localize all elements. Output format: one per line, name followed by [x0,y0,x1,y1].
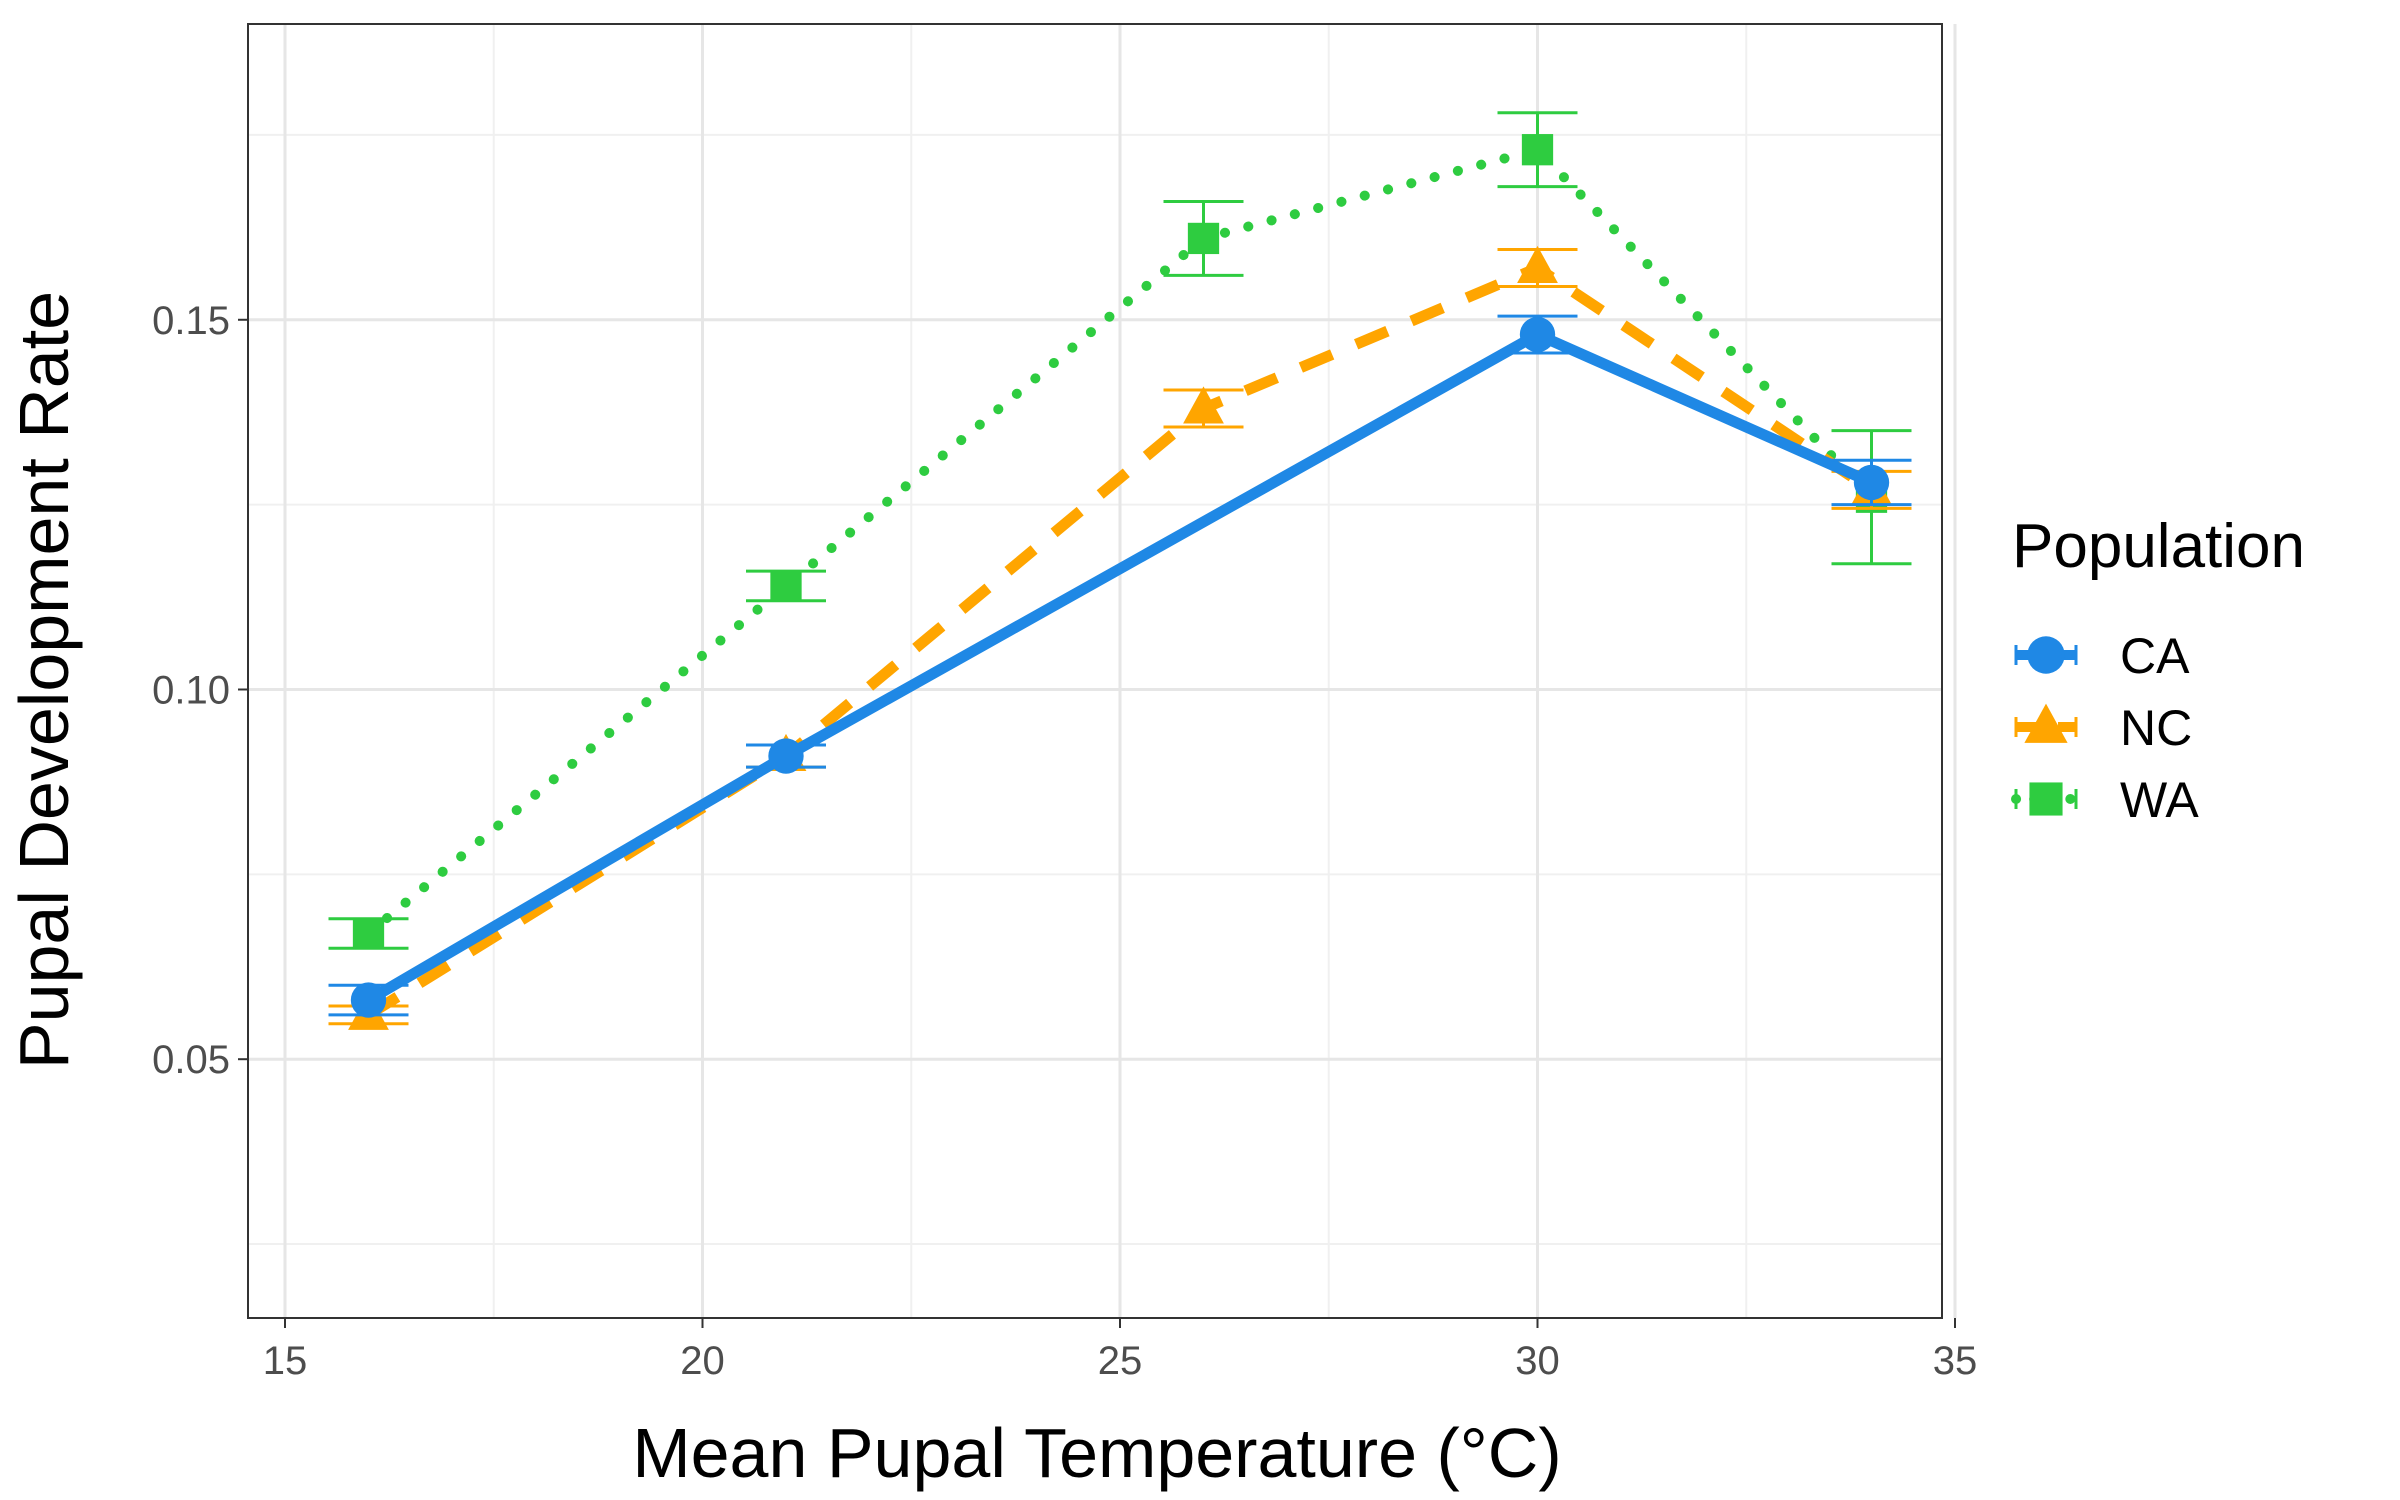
data-point-nc [1183,386,1224,424]
legend-key-marker [2024,703,2068,743]
legend-item-wa: WA [2011,772,2199,828]
legend-item-ca: CA [2014,628,2190,684]
series-line-ca [365,329,1874,1005]
legend-label: WA [2120,772,2199,828]
data-point-wa [1521,134,1554,166]
data-point-ca [1519,316,1556,353]
grid-lines [248,24,1957,1318]
x-axis-title: Mean Pupal Temperature (°C) [632,1414,1561,1492]
data-point-wa [352,917,385,950]
axes: 15 20 25 30 35 0.05 0.10 0.15 [152,299,1977,1383]
x-tick-label: 15 [263,1339,308,1383]
plot-panel-border [247,23,1943,1319]
legend-key-marker [2029,782,2063,816]
data-point-wa [1187,222,1220,255]
data-series [328,111,1912,1030]
legend-label: CA [2120,628,2190,684]
legend-item-nc: NC [2014,700,2192,756]
x-tick-label: 20 [680,1339,725,1383]
y-tick-label: 0.05 [152,1038,230,1082]
data-point-ca [350,982,387,1018]
series-wa [328,111,1912,950]
data-point-wa [770,570,802,602]
series-ca [328,314,1912,1018]
legend-title: Population [2012,512,2305,581]
y-axis-title: Pupal Development Rate [5,291,83,1069]
y-tick-label: 0.10 [152,668,230,712]
data-point-ca [768,738,804,774]
legend: Population CA NC WA [2011,512,2305,828]
x-tick-label: 35 [1933,1339,1978,1383]
x-tick-label: 25 [1098,1339,1143,1383]
legend-label: NC [2120,700,2192,756]
y-tick-label: 0.15 [152,299,230,343]
data-point-nc [1517,245,1558,284]
legend-key-marker [2027,636,2065,674]
x-tick-label: 30 [1515,1339,1560,1383]
data-point-ca [1853,464,1890,501]
